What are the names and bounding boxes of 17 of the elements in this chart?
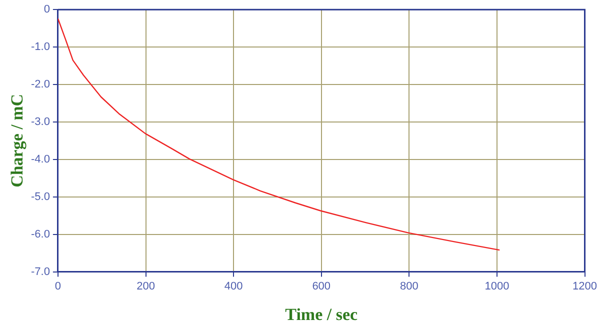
y-tick-label: -6.0 bbox=[30, 228, 50, 240]
x-tick-label: 200 bbox=[136, 280, 155, 292]
y-tick-label: -7.0 bbox=[30, 266, 50, 278]
y-tick-label: 0 bbox=[44, 4, 50, 16]
y-axis-title: Charge / mC bbox=[7, 94, 26, 188]
y-tick-label: -4.0 bbox=[30, 153, 50, 166]
x-tick-label: 400 bbox=[224, 280, 243, 292]
y-tick-label: -2.0 bbox=[30, 78, 50, 91]
x-tick-label: 1200 bbox=[572, 280, 598, 292]
x-tick-label: 600 bbox=[312, 280, 331, 292]
y-tick-label: -5.0 bbox=[30, 190, 50, 203]
y-tick-label: -3.0 bbox=[30, 116, 50, 128]
y-tick-label: -1.0 bbox=[30, 41, 50, 54]
x-axis-title: Time / sec bbox=[285, 304, 358, 324]
x-tick-label: 0 bbox=[54, 280, 62, 292]
x-tick-label: 1000 bbox=[484, 280, 510, 292]
x-tick-label: 800 bbox=[400, 280, 418, 292]
